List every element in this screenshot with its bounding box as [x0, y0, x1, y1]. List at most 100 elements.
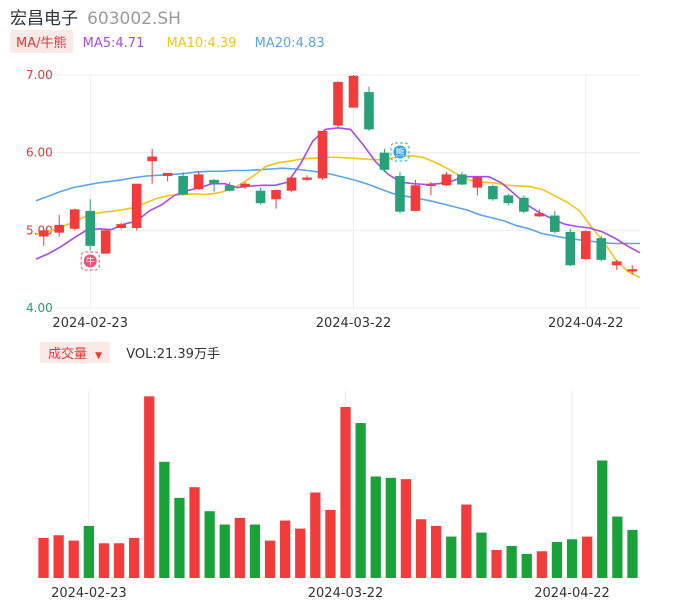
candle-body — [580, 231, 591, 260]
y-tick-label: 4.00 — [26, 301, 53, 315]
candle — [519, 195, 529, 214]
candle-body — [364, 92, 374, 130]
volume-bar — [249, 524, 261, 578]
candle — [534, 209, 545, 218]
candle — [627, 265, 638, 275]
volume-bar — [476, 532, 487, 578]
volume-bar — [129, 537, 140, 578]
candle-body — [457, 174, 467, 185]
volume-bar — [612, 516, 623, 578]
volume-bar — [325, 509, 336, 578]
candle — [131, 183, 142, 231]
volume-bar — [461, 504, 472, 578]
candle-body — [69, 209, 80, 229]
dropdown-icon: ▼ — [95, 351, 103, 361]
candle-body — [286, 177, 297, 191]
candle — [364, 86, 374, 131]
candle-body — [54, 224, 65, 233]
candle — [240, 182, 250, 190]
candle — [100, 228, 111, 254]
candle-body — [441, 174, 452, 186]
ma10-legend: MA10:4.39 — [166, 36, 237, 51]
volume-bar — [582, 536, 593, 578]
volume-bar — [400, 479, 412, 578]
candle — [472, 175, 483, 196]
badge-frame — [80, 251, 100, 271]
volume-bar — [219, 524, 230, 578]
volume-bar — [38, 537, 49, 578]
volume-value: VOL:21.39万手 — [126, 347, 220, 362]
candle — [224, 182, 235, 192]
candle-body — [503, 195, 514, 204]
ma20-line — [35, 167, 640, 245]
candle-body — [302, 177, 312, 180]
x-tick-label: 2024-03-22 — [316, 316, 392, 331]
candle — [503, 193, 514, 206]
candle — [379, 148, 390, 173]
candle-body — [348, 75, 359, 108]
candle — [395, 172, 405, 214]
volume-bar — [310, 492, 321, 578]
badge-dot — [393, 145, 407, 159]
candle — [69, 208, 80, 231]
volume-bar — [491, 549, 502, 578]
y-tick-label: 7.00 — [26, 68, 53, 82]
candle-body — [209, 179, 219, 184]
volume-bar — [159, 461, 170, 578]
stock-name: 宏昌电子 — [10, 9, 78, 29]
candle-body — [162, 172, 173, 176]
x-tick-label: 2024-02-23 — [52, 316, 128, 331]
volume-bar — [566, 539, 578, 578]
candle-body — [565, 231, 576, 266]
volume-bar — [68, 540, 79, 578]
candle — [611, 259, 622, 270]
candle — [178, 172, 188, 196]
candle — [580, 230, 591, 260]
candle — [596, 235, 607, 262]
candle — [38, 228, 49, 246]
candle-body — [627, 269, 638, 272]
stock-code: 603002.SH — [87, 9, 181, 29]
candle — [116, 222, 126, 230]
volume-bar — [551, 541, 563, 578]
volume-bar — [98, 543, 110, 578]
candle-body — [519, 197, 529, 212]
candle — [317, 130, 328, 180]
candlestick-chart[interactable]: 7.006.005.004.002024-02-232024-03-222024… — [0, 0, 686, 340]
candle — [85, 199, 96, 251]
candle-body — [255, 190, 266, 204]
volume-legend: 成交量 ▼ VOL:21.39万手 — [40, 342, 220, 363]
candle — [488, 184, 498, 201]
candle-body — [534, 213, 545, 217]
ma5-legend: MA5:4.71 — [82, 36, 145, 51]
candle — [302, 175, 312, 182]
bull-badge: 牛 — [80, 251, 100, 271]
candle — [457, 172, 467, 186]
candle — [565, 228, 576, 267]
candle-body — [333, 81, 343, 126]
candle — [209, 179, 219, 192]
badge-dot — [83, 254, 97, 268]
volume-bar — [506, 545, 517, 578]
candle — [286, 175, 297, 193]
bear-badge: 熊 — [390, 142, 410, 162]
x-tick-label: 2024-04-22 — [534, 586, 610, 601]
volume-bar — [355, 423, 366, 578]
y-tick-label: 6.00 — [26, 146, 53, 160]
candle — [54, 214, 65, 237]
volume-toggle[interactable]: 成交量 ▼ — [40, 342, 111, 363]
volume-chart[interactable]: 2024-02-23 2024-03-22 2024-04-22 — [0, 366, 686, 606]
ma20-legend: MA20:4.83 — [254, 36, 325, 51]
ma-bull-bear-toggle[interactable]: MA/牛熊 — [10, 30, 73, 53]
candle — [333, 81, 343, 128]
volume-bar — [113, 543, 125, 578]
volume-bar — [83, 525, 94, 578]
x-tick-label: 2024-03-22 — [308, 586, 384, 601]
volume-toggle-label: 成交量 — [48, 347, 88, 362]
volume-bar — [597, 460, 608, 578]
candle — [193, 171, 204, 190]
volume-bar — [627, 529, 638, 578]
candle-body — [317, 130, 328, 179]
candle-body — [596, 238, 607, 260]
candle-body — [85, 210, 96, 246]
